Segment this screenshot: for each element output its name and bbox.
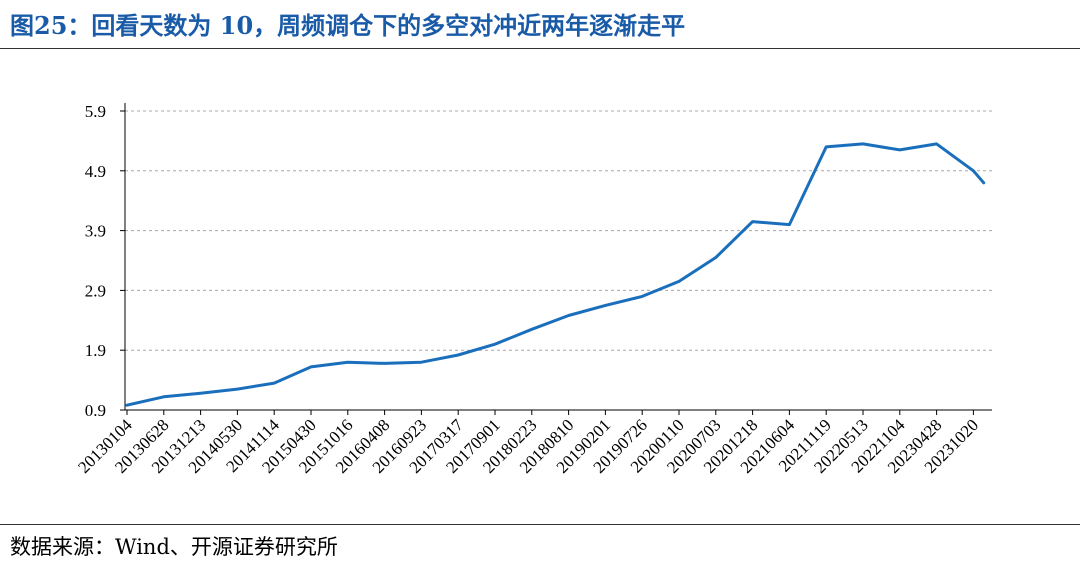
data-point	[751, 220, 754, 223]
data-point	[935, 143, 938, 145]
data-point	[862, 143, 864, 145]
y-tick-label: 3.9	[85, 222, 106, 241]
data-point	[347, 361, 349, 364]
data-point	[641, 295, 643, 298]
y-axis-ticks: 0.9 1.9 2.9 3.9 4.9 5.9	[85, 102, 125, 420]
bottom-rule	[0, 524, 1080, 525]
axes	[124, 103, 992, 411]
data-point	[494, 343, 496, 346]
data-point	[199, 392, 202, 395]
data-point	[715, 256, 717, 259]
data-point	[604, 304, 607, 307]
data-point	[567, 314, 570, 317]
data-point	[972, 170, 975, 172]
data-point	[383, 362, 386, 365]
data-point	[531, 328, 533, 331]
data-point	[982, 182, 985, 184]
line-chart: 0.9 1.9 2.9 3.9 4.9 5.9 201301042013062820131…	[74, 102, 992, 477]
data-point	[163, 396, 165, 398]
y-tick-label: 0.9	[85, 401, 106, 420]
series-line	[125, 142, 986, 407]
figure-title: 图25：回看天数为 10，周频调仓下的多空对冲近两年逐渐走平	[10, 11, 686, 40]
gridlines	[125, 110, 992, 351]
data-point	[899, 149, 901, 151]
data-point	[236, 388, 239, 390]
top-rule	[0, 48, 1080, 49]
data-point	[273, 382, 276, 384]
source-note: 数据来源：Wind、开源证券研究所	[10, 535, 338, 559]
data-point	[420, 361, 423, 364]
data-point	[678, 280, 680, 283]
x-axis-ticks: 2013010420130628201312132014053020141114…	[74, 410, 982, 477]
data-point	[457, 354, 460, 356]
data-point	[126, 404, 128, 407]
y-tick-label: 4.9	[85, 162, 106, 181]
data-point	[310, 366, 312, 368]
y-tick-label: 1.9	[85, 341, 106, 360]
series-lines	[125, 142, 986, 407]
y-tick-label: 2.9	[85, 281, 106, 300]
data-point	[825, 146, 827, 148]
y-tick-label: 5.9	[85, 102, 106, 121]
data-point	[788, 223, 791, 226]
